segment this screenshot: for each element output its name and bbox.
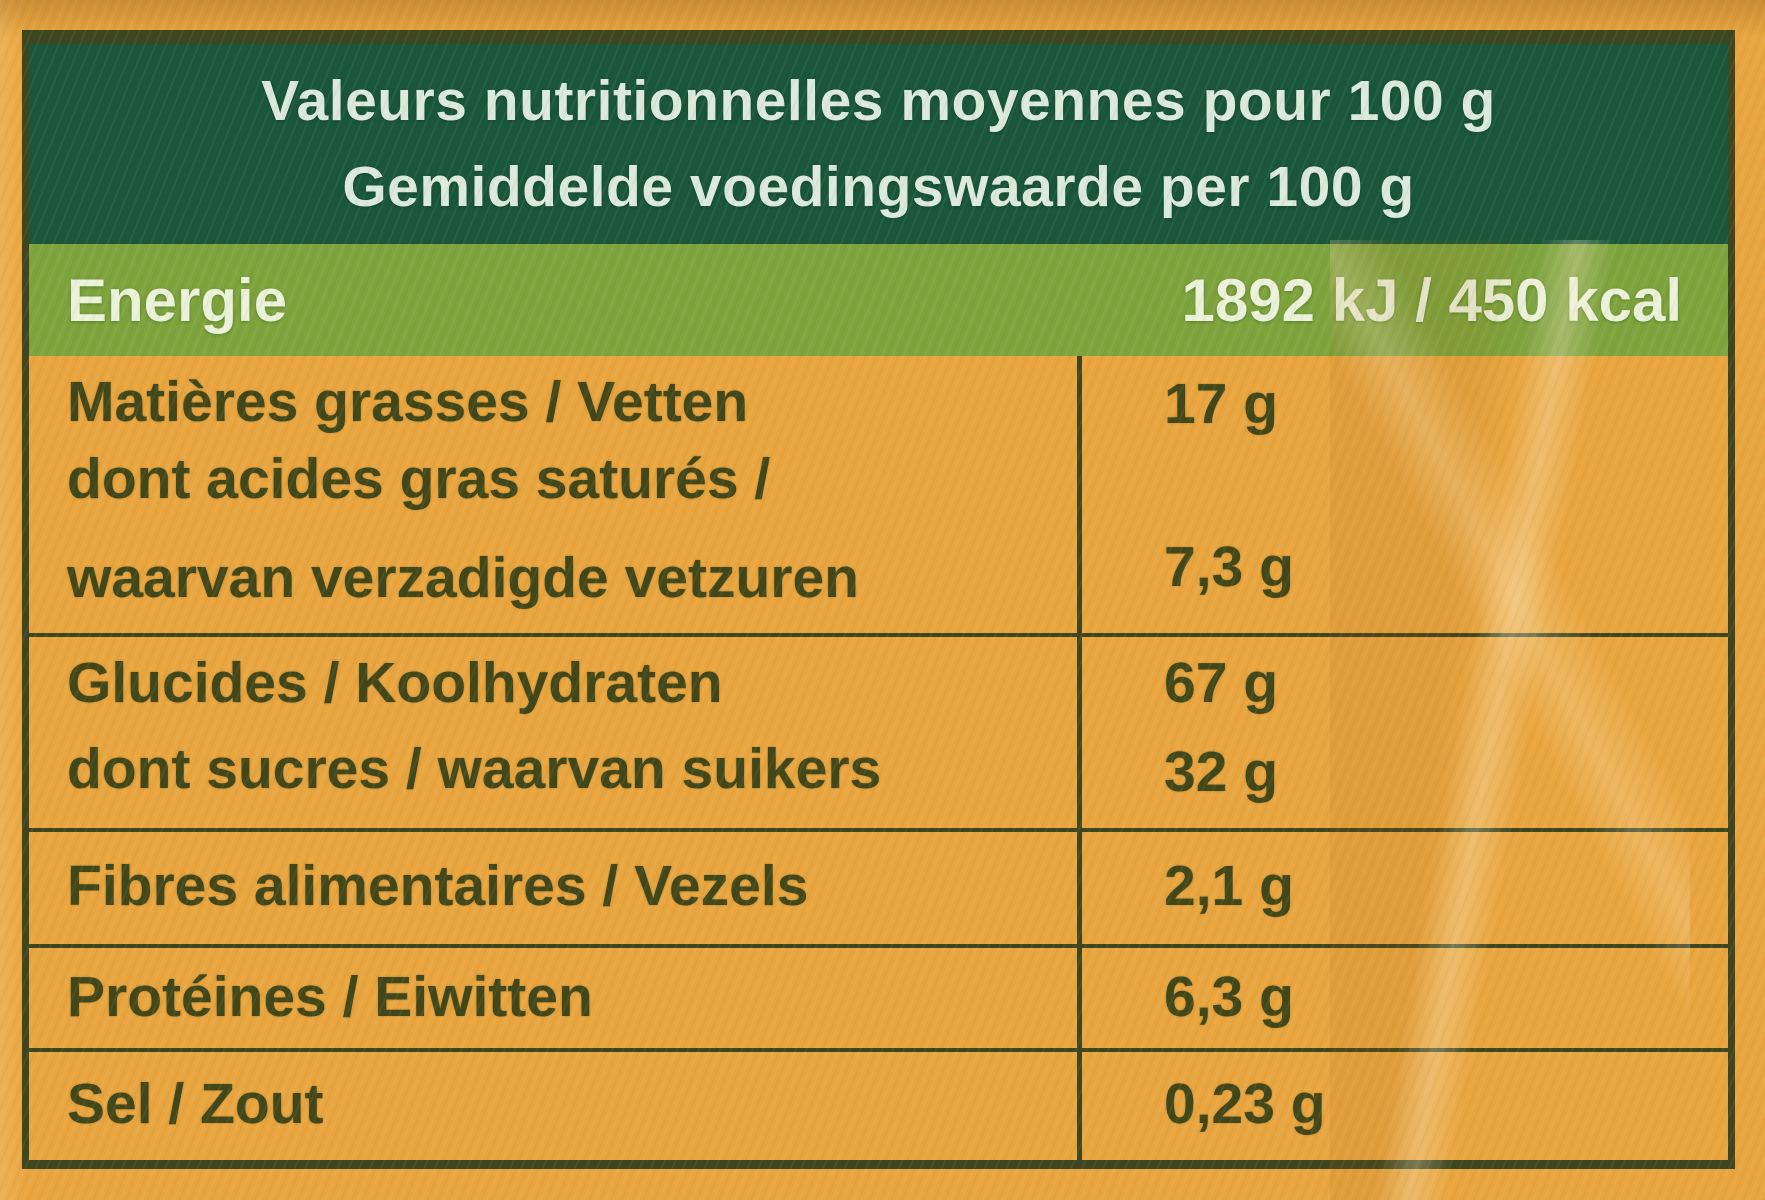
nutrient-label: Matières grasses / Vetten — [67, 370, 749, 434]
table-row-fibre: Fibres alimentaires / Vezels 2,1 g — [29, 828, 1728, 944]
nutrient-label: Protéines / Eiwitten — [67, 965, 593, 1029]
nutrient-value: 2,1 g — [1164, 854, 1294, 918]
fat-labels: Matières grasses / Vetten dont acides gr… — [29, 356, 1077, 633]
carbs-values: 67 g 32 g — [1077, 637, 1728, 828]
nutrient-label: Sel / Zout — [67, 1072, 324, 1136]
energy-row: Energie 1892 kJ / 450 kcal — [29, 244, 1728, 356]
nutrient-sublabel: dont acides gras saturés / — [67, 447, 771, 511]
carbs-labels: Glucides / Koolhydraten dont sucres / wa… — [29, 637, 1077, 828]
nutrient-value: 17 g — [1164, 372, 1279, 436]
fat-values: 17 g 7,3 g — [1077, 356, 1728, 633]
fibre-values: 2,1 g — [1077, 832, 1728, 944]
table-row-carbs: Glucides / Koolhydraten dont sucres / wa… — [29, 633, 1728, 828]
salt-labels: Sel / Zout — [29, 1052, 1077, 1160]
protein-labels: Protéines / Eiwitten — [29, 948, 1077, 1048]
fibre-labels: Fibres alimentaires / Vezels — [29, 832, 1077, 944]
nutrient-rows: Matières grasses / Vetten dont acides gr… — [29, 356, 1728, 1160]
nutrition-table: Valeurs nutritionnelles moyennes pour 10… — [22, 30, 1735, 1169]
nutrient-value: 7,3 g — [1164, 535, 1294, 599]
nutrient-value: 67 g — [1164, 651, 1279, 715]
nutrient-value: 6,3 g — [1164, 965, 1294, 1029]
energy-value: 1892 kJ / 450 kcal — [1181, 266, 1682, 334]
nutrient-label: Fibres alimentaires / Vezels — [67, 854, 809, 918]
header-title-nl: Gemiddelde voedingswaarde per 100 g — [342, 155, 1415, 219]
table-row-protein: Protéines / Eiwitten 6,3 g — [29, 944, 1728, 1048]
energy-label: Energie — [67, 266, 288, 334]
salt-values: 0,23 g — [1077, 1052, 1728, 1160]
nutrient-value: 0,23 g — [1164, 1072, 1326, 1136]
nutrient-sublabel: waarvan verzadigde vetzuren — [67, 546, 859, 610]
nutrient-sublabel: dont sucres / waarvan suikers — [67, 737, 882, 801]
table-row-salt: Sel / Zout 0,23 g — [29, 1048, 1728, 1160]
table-row-fat: Matières grasses / Vetten dont acides gr… — [29, 356, 1728, 633]
protein-values: 6,3 g — [1077, 948, 1728, 1048]
table-header: Valeurs nutritionnelles moyennes pour 10… — [29, 44, 1728, 244]
nutrient-label: Glucides / Koolhydraten — [67, 651, 723, 715]
header-title-fr: Valeurs nutritionnelles moyennes pour 10… — [261, 69, 1496, 133]
nutrient-value: 32 g — [1164, 740, 1279, 804]
